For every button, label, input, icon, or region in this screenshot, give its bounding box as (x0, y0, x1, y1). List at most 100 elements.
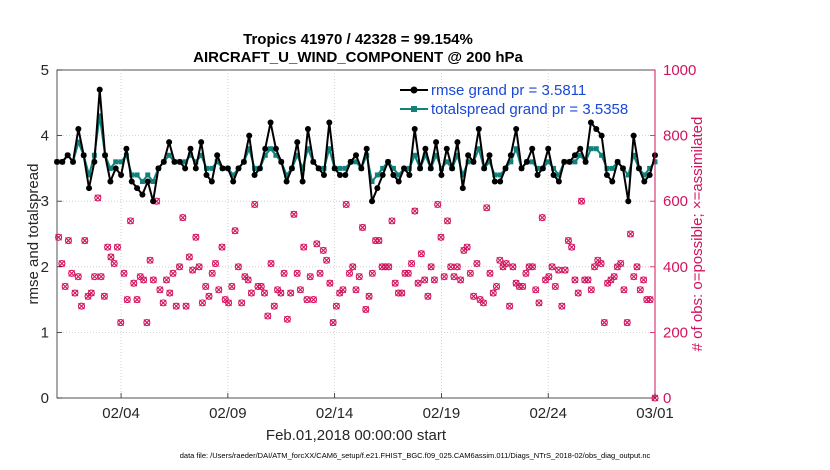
obs-possible-marker (283, 315, 291, 323)
totalspread-point (631, 152, 637, 158)
obs-possible-marker (368, 269, 376, 277)
obs-assimilated-marker (447, 263, 455, 271)
y-right-tick-label: 1000 (663, 62, 696, 79)
obs-assimilated-marker (502, 260, 510, 267)
totalspread-point (150, 179, 156, 185)
rmse-point (577, 145, 584, 152)
rmse-point (609, 178, 616, 185)
obs-possible-marker (192, 233, 200, 241)
totalspread-point (593, 146, 599, 152)
obs-assimilated-marker (182, 302, 190, 310)
axis-ticks: 0 1 2 3 4 5 0 200 400 600 800 1000 02/04 02/09 02/14 02… (41, 62, 697, 422)
obs-assimilated-marker (114, 243, 121, 251)
obs-assimilated-marker (424, 292, 432, 300)
rmse-point (224, 165, 231, 172)
obs-assimilated-marker (398, 289, 406, 297)
obs-assimilated-marker (87, 289, 95, 297)
obs-assimilated-marker (385, 263, 393, 271)
obs-assimilated-marker (333, 302, 340, 310)
obs-possible-marker (97, 273, 105, 281)
obs-assimilated-marker (297, 286, 304, 294)
obs-possible-marker (421, 276, 429, 284)
x-axis-label: Feb.01,2018 00:00:00 start (266, 427, 447, 444)
obs-assimilated-marker (453, 263, 461, 271)
rmse-point (529, 145, 536, 152)
obs-assimilated-marker (388, 217, 396, 225)
obs-assimilated-marker (352, 286, 360, 294)
obs-assimilated-marker (215, 286, 223, 294)
obs-assimilated-marker (251, 201, 259, 208)
totalspread-point (465, 159, 471, 165)
obs-possible-marker (430, 276, 438, 284)
obs-assimilated-marker (212, 260, 219, 267)
rmse-point (75, 126, 82, 133)
totalspread-point (535, 165, 541, 171)
obs-possible-marker (231, 227, 239, 235)
rmse-point (342, 171, 349, 178)
totalspread-point (433, 152, 439, 158)
x-tick-label: 02/04 (102, 405, 140, 422)
rmse-point (422, 145, 429, 152)
obs-possible-marker (277, 289, 285, 297)
obs-possible-marker (126, 217, 135, 225)
obs-possible-marker (329, 319, 337, 327)
obs-possible-marker (215, 286, 223, 294)
totalspread-point (118, 159, 124, 165)
rmse-point (166, 139, 173, 146)
obs-assimilated-marker (636, 286, 644, 294)
obs-assimilated-marker (323, 256, 330, 264)
rmse-point (545, 145, 552, 152)
obs-assimilated-marker (548, 263, 556, 271)
obs-assimilated-marker (61, 283, 69, 290)
obs-possible-marker (434, 200, 442, 209)
obs-assimilated-marker (529, 263, 536, 271)
obs-assimilated-marker (480, 299, 487, 307)
obs-assimilated-marker (437, 233, 445, 241)
obs-assimilated-marker (535, 299, 543, 307)
obs-assimilated-marker (522, 269, 530, 277)
obs-assimilated-marker (166, 289, 174, 297)
obs-possible-marker (414, 279, 422, 287)
obs-assimilated-marker (248, 289, 255, 297)
obs-assimilated-marker (293, 269, 301, 277)
obs-possible-marker (636, 286, 644, 294)
y-left-tick-label: 0 (41, 390, 49, 407)
obs-possible-marker (198, 299, 206, 307)
obs-possible-marker (270, 302, 278, 310)
legend-rmse-label: rmse grand pr = 3.5811 (431, 82, 586, 99)
rmse-point (523, 158, 530, 165)
obs-possible-marker (251, 200, 259, 209)
obs-possible-marker (309, 296, 318, 304)
obs-assimilated-marker (127, 217, 134, 225)
rmse-point (320, 171, 327, 178)
obs-possible-marker (610, 273, 618, 281)
obs-assimilated-marker (558, 302, 566, 310)
obs-possible-marker (264, 312, 272, 320)
rmse-point (96, 86, 103, 93)
obs-assimilated-marker (280, 269, 288, 277)
rmse-point (438, 171, 445, 178)
rmse-point (214, 152, 221, 159)
y-left-tick-label: 2 (41, 259, 49, 276)
totalspread-point (577, 152, 583, 158)
legend-rmse-marker (410, 86, 418, 94)
obs-possible-marker (626, 230, 635, 238)
obs-possible-marker (561, 266, 569, 274)
totalspread-point (497, 172, 503, 178)
rmse-point (465, 152, 472, 159)
obs-possible-marker (437, 233, 445, 241)
totalspread-point (204, 165, 209, 171)
totalspread-point (268, 146, 274, 152)
rmse-point (507, 152, 514, 159)
obs-possible-marker (169, 269, 177, 277)
obs-possible-marker (179, 214, 187, 222)
obs-possible-marker (238, 299, 246, 307)
obs-possible-marker (156, 286, 164, 294)
obs-possible-marker (502, 259, 510, 268)
rmse-point (619, 165, 626, 172)
obs-possible-marker (316, 269, 324, 277)
totalspread-point (134, 172, 140, 178)
rmse-point (128, 178, 135, 185)
obs-assimilated-marker (208, 269, 216, 277)
